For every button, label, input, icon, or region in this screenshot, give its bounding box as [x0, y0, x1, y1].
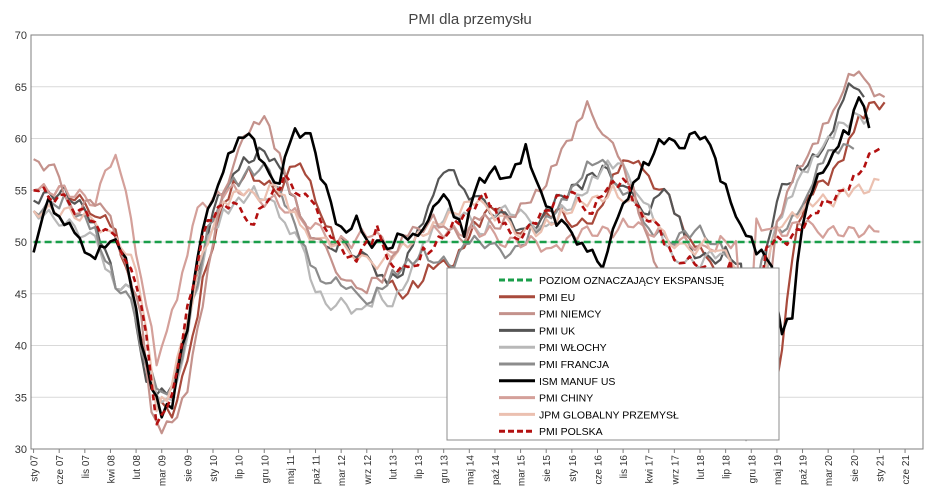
x-tick-label: gru 13 — [440, 455, 451, 484]
legend-label: JPM GLOBALNY PRZEMYSŁ — [539, 409, 679, 421]
x-tick-label: wrz 17 — [670, 455, 681, 486]
plot-frame — [30, 34, 924, 450]
legend-label: PMI POLSKA — [539, 426, 603, 438]
x-tick-label: mar 12 — [337, 455, 348, 487]
x-tick-label: sty 16 — [568, 455, 579, 482]
legend-label: PMI CHINY — [539, 393, 593, 405]
y-tick-label: 50 — [15, 237, 27, 249]
axis-layer: 30 35 40 45 50 55 60 65 70 sty 07 cze 07 lis 07 kwi … — [15, 30, 924, 487]
legend-label: ISM MANUF US — [539, 376, 615, 388]
y-tick-label: 40 — [15, 341, 27, 353]
series-line-pmi-polska — [33, 147, 881, 427]
x-tick-label: paź 11 — [312, 455, 323, 485]
legend-label: POZIOM OZNACZAJĄCY EKSPANSJĘ — [539, 275, 724, 287]
legend-label: PMI EU — [539, 292, 575, 304]
y-tick-label: 30 — [15, 444, 27, 456]
x-tick-label: sty 21 — [875, 455, 886, 482]
x-tick-label: lis 16 — [619, 455, 630, 479]
x-tick-label: lip 13 — [414, 455, 425, 479]
x-tick-label: lip 18 — [722, 455, 733, 479]
y-tick-label: 45 — [15, 289, 27, 301]
legend-label: PMI WŁOCHY — [539, 342, 607, 354]
x-tick-label: maj 11 — [286, 455, 297, 485]
x-tick-label: mar 20 — [824, 455, 835, 487]
x-tick-label: gru 18 — [747, 455, 758, 484]
chart-title: PMI dla przemysłu — [408, 11, 531, 28]
x-tick-label: sty 10 — [209, 455, 220, 482]
x-tick-label: lut 08 — [132, 455, 143, 480]
x-tick-label: lis 07 — [81, 455, 92, 479]
x-tick-label: cze 21 — [901, 455, 912, 485]
x-tick-label: gru 10 — [260, 455, 271, 484]
x-tick-label: mar 15 — [517, 455, 528, 487]
x-tick-label: lut 18 — [696, 455, 707, 480]
x-tick-label: cze 07 — [55, 455, 66, 485]
x-tick-label: sie 09 — [183, 455, 194, 482]
x-tick-label: wrz 12 — [363, 455, 374, 486]
x-tick-label: cze 16 — [593, 455, 604, 485]
y-tick-label: 70 — [15, 30, 27, 42]
x-tick-label: paź 19 — [799, 455, 810, 485]
y-tick-label: 55 — [15, 185, 27, 197]
x-tick-label: mar 09 — [158, 455, 169, 487]
x-tick-label: sty 07 — [30, 455, 41, 482]
y-tick-label: 35 — [15, 392, 27, 404]
x-tick-label: lut 13 — [388, 455, 399, 480]
series-line-ism-manuf-us — [32, 96, 871, 419]
legend-label: PMI FRANCJA — [539, 359, 609, 371]
y-tick-label: 65 — [15, 82, 27, 94]
legend-label: PMI UK — [539, 325, 575, 337]
x-tick-label: paź 14 — [491, 455, 502, 485]
legend: POZIOM OZNACZAJĄCY EKSPANSJĘ PMI EU PMI NI… — [446, 267, 780, 441]
x-tick-label: lip 10 — [235, 455, 246, 479]
legend-label: PMI NIEMCY — [539, 309, 601, 321]
x-tick-label: sie 20 — [850, 455, 861, 482]
y-tick-label: 60 — [15, 134, 27, 146]
x-tick-label: kwi 17 — [645, 455, 656, 484]
x-tick-label: kwi 08 — [106, 455, 117, 484]
x-tick-label: sie 15 — [542, 455, 553, 482]
x-tick-label: maj 14 — [465, 455, 476, 485]
x-tick-label: maj 19 — [773, 455, 784, 485]
